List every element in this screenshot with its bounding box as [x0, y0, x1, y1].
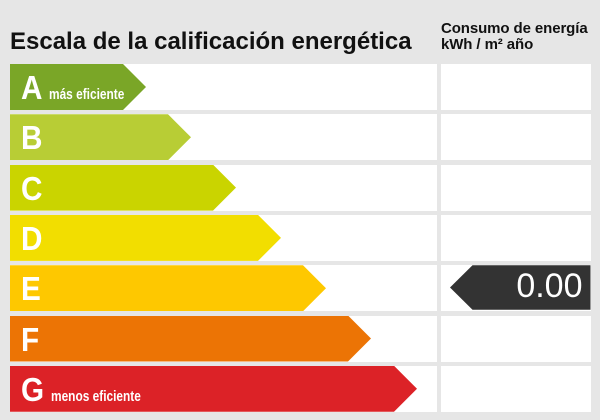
page-title: Escala de la calificación energética [10, 28, 412, 56]
value-cell-c [440, 164, 591, 211]
rating-qualifier-g: menos eficiente [51, 388, 142, 405]
value-cell-g [440, 365, 591, 412]
rating-letter-f: F [21, 320, 40, 358]
consumption-value: 0.00 [516, 267, 583, 306]
value-cell-e: 0.00 [440, 265, 591, 312]
scale-row-a-track: A más eficiente [10, 64, 437, 110]
consumption-header: Consumo de energía kWh / m² año [441, 20, 588, 54]
scale-row-g: G menos eficiente [10, 365, 591, 412]
rating-arrow-e: E [10, 265, 326, 311]
scale-row-d-track: D [10, 214, 437, 261]
scale-row-f: F [10, 315, 591, 362]
scale-row-c-track: C [10, 164, 437, 211]
rating-letter-b: B [21, 119, 43, 157]
consumption-marker: 0.00 [450, 265, 591, 310]
rating-qualifier-a: más eficiente [49, 87, 125, 103]
scale-row-e-track: E [10, 265, 437, 312]
rating-arrow-c: C [10, 165, 236, 211]
rating-letter-d: D [21, 219, 43, 257]
scale-row-d: D [10, 214, 591, 261]
rating-letter-g: G [21, 370, 45, 408]
value-cell-a [440, 64, 591, 110]
scale-row-g-track: G menos eficiente [10, 365, 437, 412]
value-cell-f [440, 315, 591, 362]
scale-row-a: A más eficiente [10, 64, 591, 110]
rating-letter-e: E [21, 270, 41, 308]
rating-arrow-g: G menos eficiente [10, 366, 417, 412]
scale-row-e: E 0.00 [10, 265, 591, 312]
consumption-header-line1: Consumo de energía [441, 20, 588, 37]
consumption-header-line2: kWh / m² año [441, 36, 534, 54]
rating-letter-a: A [21, 69, 43, 106]
value-cell-d [440, 214, 591, 261]
scale-row-c: C [10, 164, 591, 211]
rating-arrow-f: F [10, 316, 371, 362]
scale-row-b: B [10, 114, 591, 161]
rating-arrow-a: A más eficiente [10, 64, 146, 110]
value-cell-b [440, 114, 591, 161]
rating-letter-c: C [21, 169, 43, 207]
scale-row-b-track: B [10, 114, 437, 161]
rating-arrow-d: D [10, 215, 281, 261]
rating-arrow-b: B [10, 114, 191, 160]
scale-row-f-track: F [10, 315, 437, 362]
